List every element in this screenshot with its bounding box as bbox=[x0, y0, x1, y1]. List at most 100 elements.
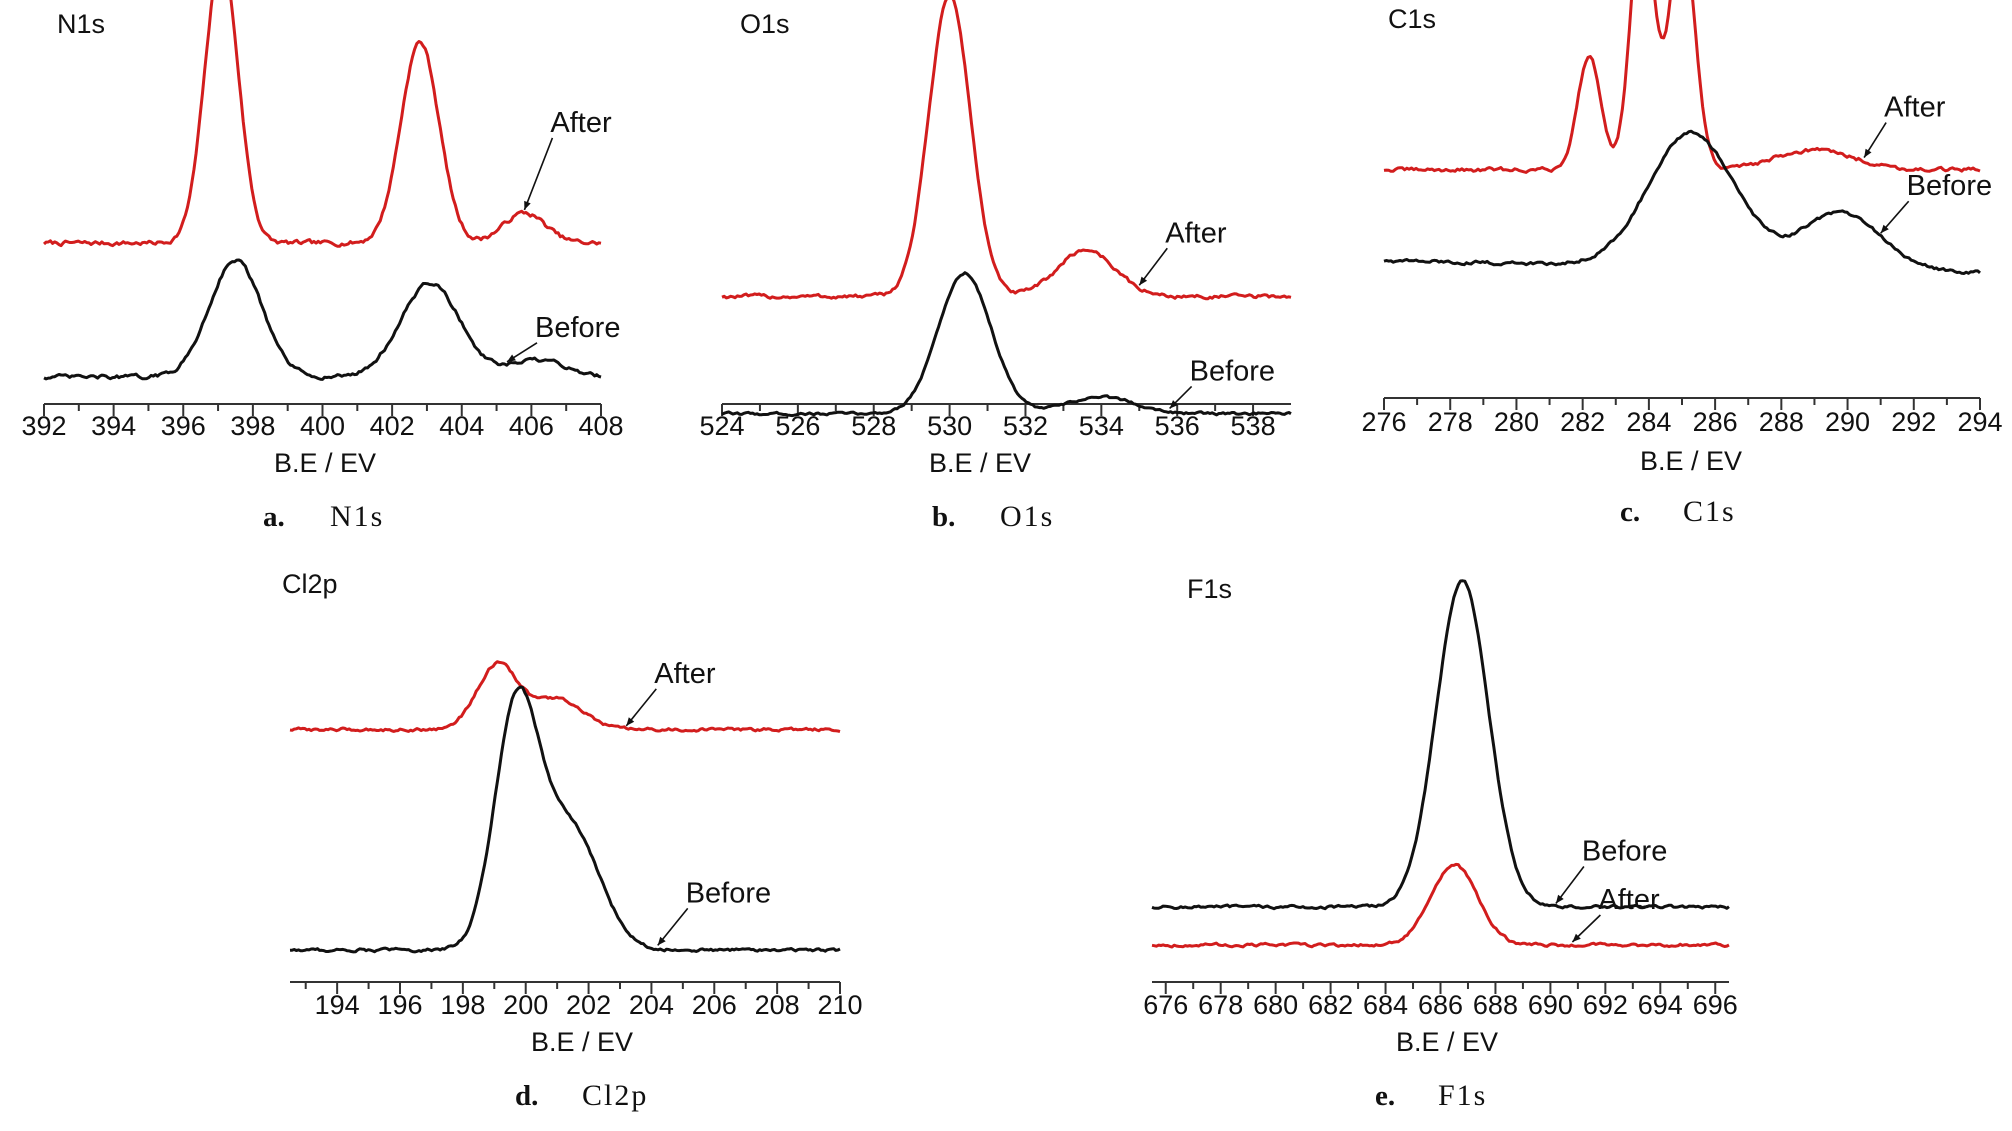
x-tick-label: 208 bbox=[755, 990, 800, 1020]
panel-f1s: F1s 676 678 680 682 684 686 688 690 692 694 696 Be… bbox=[1143, 574, 1738, 1112]
x-tick-label: 278 bbox=[1428, 407, 1473, 437]
x-tick-label: 288 bbox=[1759, 407, 1804, 437]
caption-name: N1s bbox=[330, 500, 384, 533]
x-tick-label: 688 bbox=[1473, 990, 1518, 1020]
x-tick-label: 202 bbox=[566, 990, 611, 1020]
x-tick-label: 680 bbox=[1253, 990, 1298, 1020]
x-axis-ticks: 524 526 528 530 532 534 536 538 bbox=[699, 403, 1291, 441]
x-tick-label: 678 bbox=[1198, 990, 1243, 1020]
x-tick-label: 408 bbox=[578, 411, 623, 441]
x-axis-label: B.E / EV bbox=[274, 448, 376, 478]
curve-annotations: After Before bbox=[625, 658, 771, 946]
x-tick-label: 696 bbox=[1693, 990, 1738, 1020]
x-tick-label: 682 bbox=[1308, 990, 1353, 1020]
spectrum-line-after bbox=[289, 660, 841, 734]
caption-name: O1s bbox=[1000, 500, 1054, 533]
caption-name: Cl2p bbox=[582, 1079, 648, 1112]
x-tick-label: 538 bbox=[1231, 411, 1276, 441]
caption-name: C1s bbox=[1683, 495, 1736, 528]
x-tick-label: 528 bbox=[851, 411, 896, 441]
x-tick-label: 534 bbox=[1079, 411, 1124, 441]
x-tick-label: 686 bbox=[1418, 990, 1463, 1020]
x-axis-ticks: 676 678 680 682 684 686 688 690 692 694 696 bbox=[1143, 981, 1738, 1020]
annotation-arrow bbox=[523, 137, 554, 211]
x-tick-label: 690 bbox=[1528, 990, 1573, 1020]
spectrum-line-after bbox=[721, 0, 1292, 301]
x-tick-label: 530 bbox=[927, 411, 972, 441]
x-axis-ticks: 194 196 198 200 202 204 206 208 210 bbox=[290, 981, 863, 1020]
curve-label-before: Before bbox=[535, 312, 620, 344]
annotation-arrowhead bbox=[626, 717, 635, 726]
spectrum-line-before bbox=[1383, 129, 1981, 275]
spectrum-line-after bbox=[1383, 0, 1981, 174]
x-tick-label: 400 bbox=[300, 411, 345, 441]
annotation-arrowhead bbox=[1572, 933, 1581, 942]
curve-annotations: After Before bbox=[1863, 92, 1992, 234]
panel-title: C1s bbox=[1388, 4, 1436, 34]
caption-letter: a. bbox=[263, 501, 285, 533]
x-tick-label: 196 bbox=[377, 990, 422, 1020]
x-tick-label: 200 bbox=[503, 990, 548, 1020]
caption-letter: d. bbox=[515, 1080, 538, 1112]
x-tick-label: 294 bbox=[1957, 407, 2002, 437]
curve-label-before: Before bbox=[1190, 355, 1275, 387]
x-axis-label: B.E / EV bbox=[1396, 1027, 1498, 1057]
curve-annotations: After Before bbox=[506, 107, 620, 363]
x-tick-label: 402 bbox=[370, 411, 415, 441]
x-tick-label: 198 bbox=[440, 990, 485, 1020]
x-tick-label: 206 bbox=[692, 990, 737, 1020]
x-tick-label: 676 bbox=[1143, 990, 1188, 1020]
spectra bbox=[289, 660, 841, 954]
x-tick-label: 694 bbox=[1638, 990, 1683, 1020]
x-axis-ticks: 276 278 280 282 284 286 288 290 292 294 bbox=[1361, 397, 2003, 437]
x-axis-label: B.E / EV bbox=[929, 448, 1031, 478]
caption-letter: b. bbox=[932, 501, 955, 533]
curve-annotations: Before After bbox=[1555, 835, 1667, 943]
x-tick-label: 204 bbox=[629, 990, 674, 1020]
spectrum-line-before bbox=[721, 271, 1292, 418]
x-tick-label: 406 bbox=[509, 411, 554, 441]
curve-label-after: After bbox=[1598, 884, 1660, 916]
x-tick-label: 282 bbox=[1560, 407, 1605, 437]
x-tick-label: 398 bbox=[230, 411, 275, 441]
spectra bbox=[1151, 579, 1730, 949]
panel-o1s: O1s 524 526 528 530 532 534 536 538 AfterBefore… bbox=[699, 0, 1292, 533]
panel-n1s: N1s 392 394 396 398 400 402 404 406 408 After Bef… bbox=[21, 0, 624, 533]
x-tick-label: 532 bbox=[1003, 411, 1048, 441]
spectrum-line-before bbox=[289, 685, 841, 954]
spectrum-line-before bbox=[1151, 579, 1730, 911]
x-axis-label: B.E / EV bbox=[1640, 446, 1742, 476]
annotation-arrowhead bbox=[657, 936, 666, 946]
x-tick-label: 280 bbox=[1494, 407, 1539, 437]
caption-letter: e. bbox=[1375, 1080, 1395, 1112]
curve-label-before: Before bbox=[1907, 170, 1992, 202]
x-tick-label: 290 bbox=[1825, 407, 1870, 437]
panel-c1s: C1s 276 278 280 282 284 286 288 290 292 294 After… bbox=[1361, 0, 2003, 528]
annotation-arrowhead bbox=[1555, 894, 1564, 904]
x-axis-ticks: 392 394 396 398 400 402 404 406 408 bbox=[21, 403, 624, 441]
caption-name: F1s bbox=[1438, 1079, 1487, 1112]
panel-title: Cl2p bbox=[282, 569, 338, 599]
panel-title: F1s bbox=[1187, 574, 1232, 604]
x-tick-label: 210 bbox=[817, 990, 862, 1020]
annotation-arrowhead bbox=[507, 354, 516, 362]
x-tick-label: 536 bbox=[1155, 411, 1200, 441]
annotation-arrowhead bbox=[524, 200, 531, 210]
curve-label-after: After bbox=[654, 658, 716, 690]
x-tick-label: 684 bbox=[1363, 990, 1408, 1020]
annotation-arrowhead bbox=[1864, 148, 1872, 158]
x-tick-label: 276 bbox=[1361, 407, 1406, 437]
spectrum-line-after bbox=[1151, 862, 1730, 949]
curve-label-after: After bbox=[1165, 217, 1227, 249]
spectrum-line-before bbox=[43, 258, 602, 381]
x-tick-label: 286 bbox=[1693, 407, 1738, 437]
annotation-arrowhead bbox=[1169, 400, 1178, 409]
x-tick-label: 404 bbox=[439, 411, 484, 441]
x-tick-label: 394 bbox=[91, 411, 136, 441]
x-tick-label: 692 bbox=[1583, 990, 1628, 1020]
curve-label-after: After bbox=[550, 107, 612, 139]
panel-title: O1s bbox=[740, 9, 790, 39]
x-tick-label: 396 bbox=[161, 411, 206, 441]
x-tick-label: 392 bbox=[21, 411, 66, 441]
